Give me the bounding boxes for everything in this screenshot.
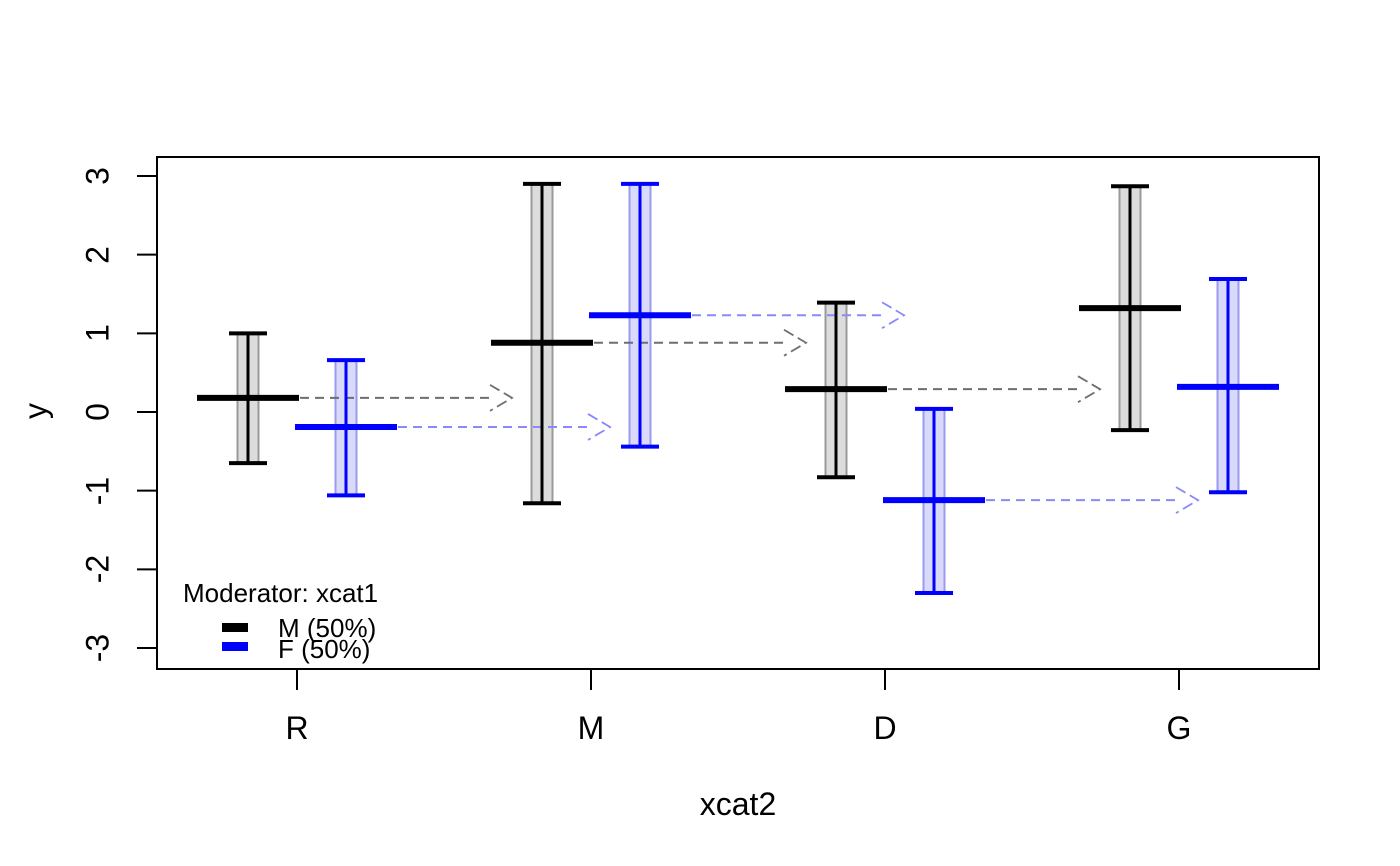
arrowhead-icon <box>881 301 906 330</box>
y-tick-label-m1: -1 <box>79 476 116 506</box>
y-tick-label-m2: -2 <box>79 554 116 584</box>
y-tick-label-0: 0 <box>79 403 116 421</box>
arrowhead-icon <box>489 384 514 412</box>
x-tick-label-M: M <box>577 710 605 746</box>
arrowhead-icon <box>1077 375 1102 403</box>
y-tick-label-m3: -3 <box>79 633 116 663</box>
arrowhead-icon <box>587 413 612 441</box>
x-tick-label-R: R <box>285 710 309 746</box>
x-axis-title: xcat2 <box>699 786 777 822</box>
legend-swatch-M <box>222 623 248 632</box>
x-tick-label-G: G <box>1166 710 1192 746</box>
y-tick-label-2: 2 <box>79 246 116 264</box>
legend-swatch-F <box>222 642 248 651</box>
legend-label-M: M (50%) <box>278 613 377 643</box>
y-axis-title: y <box>17 403 54 419</box>
x-tick-label-D: D <box>873 710 897 746</box>
arrowhead-icon <box>1175 486 1200 514</box>
legend-title: Moderator: xcat1 <box>183 578 379 608</box>
legend-label-F: F (50%) <box>278 634 371 664</box>
y-tick-label-3: 3 <box>79 167 116 185</box>
arrowhead-icon <box>783 328 808 357</box>
y-tick-label-1: 1 <box>79 324 116 342</box>
